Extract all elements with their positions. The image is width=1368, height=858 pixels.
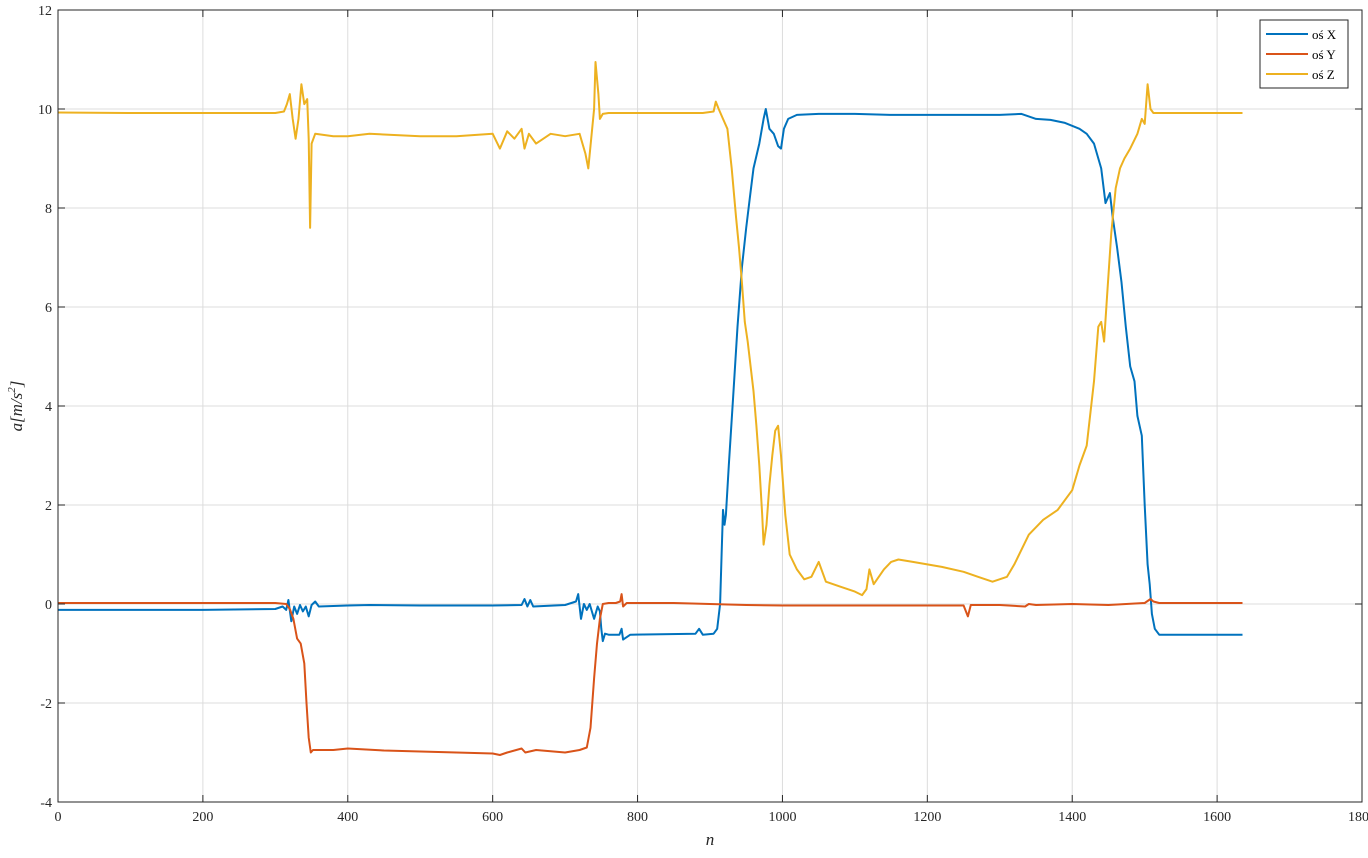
x-tick-label: 1800	[1348, 810, 1368, 825]
y-tick-label: 2	[45, 499, 52, 514]
y-axis-label-close: ]	[7, 381, 26, 389]
series-line-0	[58, 108, 1243, 643]
x-tick-label: 400	[337, 810, 358, 825]
y-tick-label: 6	[45, 301, 52, 316]
y-tick-label: 12	[38, 4, 52, 19]
x-axis-label: n	[706, 830, 715, 849]
tick-labels: 0 200 400 600 800 1000 1200 1400 1600 1800 -4 -2 0 2 4…	[38, 4, 1368, 825]
x-tick-label: 1400	[1058, 810, 1086, 825]
series-line-1	[58, 593, 1243, 756]
y-tick-label: 10	[38, 103, 52, 118]
series-lines	[57, 61, 1243, 756]
series-line-2	[57, 61, 1243, 597]
legend-label-2: oś Z	[1312, 67, 1335, 82]
y-tick-label: 4	[45, 400, 52, 415]
grid	[57, 9, 1363, 803]
y-tick-label: 8	[45, 202, 52, 217]
x-tick-label: 200	[192, 810, 213, 825]
x-tick-label: 1600	[1203, 810, 1231, 825]
legend: oś X oś Y oś Z	[1259, 19, 1349, 89]
x-tick-label: 600	[482, 810, 503, 825]
legend-label-0: oś X	[1312, 27, 1337, 42]
y-tick-label: -2	[40, 697, 52, 712]
x-tick-label: 800	[627, 810, 648, 825]
x-tick-label: 1200	[913, 810, 941, 825]
legend-label-1: oś Y	[1312, 47, 1336, 62]
y-axis-label-symbol: a	[7, 423, 26, 432]
y-axis-label: a[m/s2]	[6, 381, 26, 432]
y-axis-label-exponent: 2	[6, 387, 18, 393]
y-axis-label-unit: [m/s	[7, 392, 26, 423]
y-tick-label: -4	[40, 796, 52, 811]
x-tick-label: 1000	[768, 810, 796, 825]
y-tick-label: 0	[45, 598, 52, 613]
x-tick-label: 0	[55, 810, 62, 825]
